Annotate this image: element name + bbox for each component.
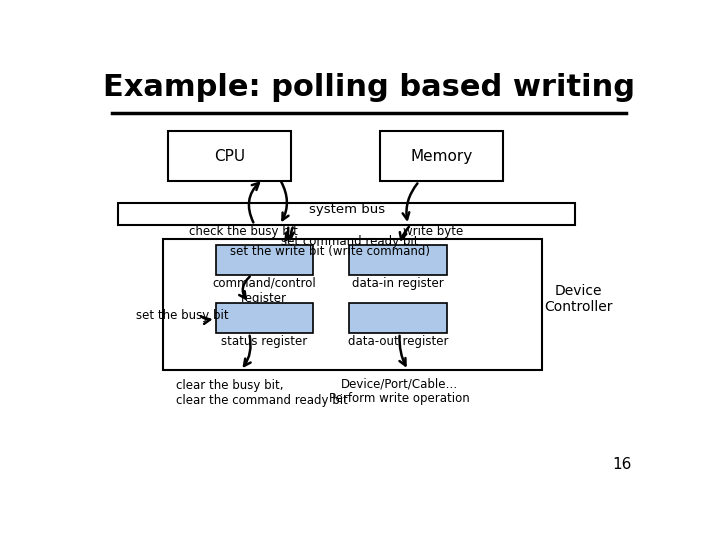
FancyBboxPatch shape bbox=[168, 131, 291, 181]
Text: status register: status register bbox=[221, 335, 307, 348]
Text: set the write bit (write command): set the write bit (write command) bbox=[230, 245, 430, 258]
FancyBboxPatch shape bbox=[215, 245, 313, 275]
Text: Device
Controller: Device Controller bbox=[544, 284, 613, 314]
Text: write byte: write byte bbox=[403, 226, 463, 239]
FancyBboxPatch shape bbox=[349, 303, 447, 333]
Text: clear the busy bit,
clear the command ready bit: clear the busy bit, clear the command re… bbox=[176, 379, 348, 407]
Text: Memory: Memory bbox=[410, 149, 472, 164]
Text: data-in register: data-in register bbox=[352, 277, 444, 290]
Text: Device/Port/Cable…
Perform write operation: Device/Port/Cable… Perform write operati… bbox=[329, 377, 470, 405]
FancyBboxPatch shape bbox=[215, 303, 313, 333]
FancyBboxPatch shape bbox=[163, 239, 542, 370]
Text: set the busy bit: set the busy bit bbox=[136, 309, 228, 322]
Text: data-out register: data-out register bbox=[348, 335, 449, 348]
Text: Example: polling based writing: Example: polling based writing bbox=[103, 73, 635, 102]
Text: check the busy bit: check the busy bit bbox=[189, 226, 298, 239]
FancyBboxPatch shape bbox=[380, 131, 503, 181]
FancyBboxPatch shape bbox=[118, 203, 575, 225]
FancyBboxPatch shape bbox=[349, 245, 447, 275]
Text: command/control
register: command/control register bbox=[212, 277, 316, 305]
Text: 16: 16 bbox=[612, 457, 631, 472]
Text: system bus: system bus bbox=[309, 203, 384, 216]
Text: set command ready bit: set command ready bit bbox=[281, 235, 418, 248]
Text: CPU: CPU bbox=[214, 149, 245, 164]
